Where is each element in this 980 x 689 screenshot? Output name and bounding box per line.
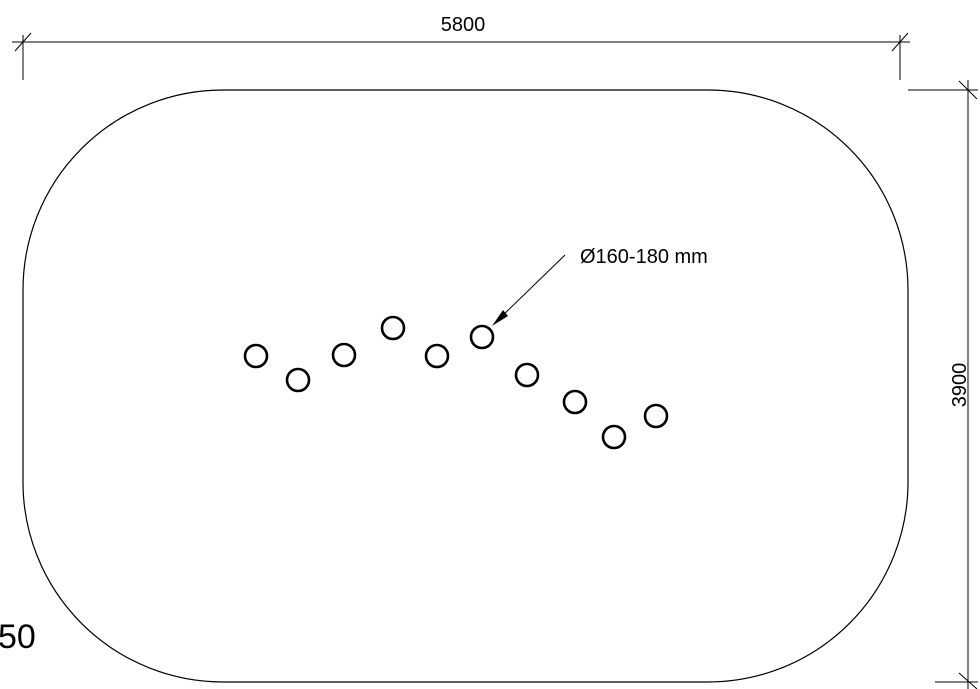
hole-callout: Ø160-180 mm	[492, 246, 708, 326]
hole-7	[514, 362, 540, 388]
hole-9	[601, 424, 627, 450]
width-dimension: 5800	[12, 14, 910, 80]
callout-arrowhead	[492, 310, 508, 326]
width-tick-right	[891, 32, 909, 52]
hole-1	[243, 343, 269, 369]
hole-6	[469, 324, 495, 350]
width-dimension-label: 5800	[441, 14, 486, 36]
hole-3	[331, 342, 357, 368]
height-tick-bottom	[958, 672, 978, 689]
callout-leader-line	[498, 254, 566, 320]
hole-8	[562, 389, 588, 415]
hole-5	[424, 343, 450, 369]
height-tick-top	[958, 80, 978, 100]
hole-4	[380, 315, 406, 341]
footprint-outline	[22, 89, 909, 683]
width-tick-left	[14, 32, 32, 52]
hole-callout-label: Ø160-180 mm	[580, 246, 708, 268]
holes-group	[243, 315, 669, 450]
hole-10	[643, 403, 669, 429]
hole-2	[285, 367, 311, 393]
corner-text: 50	[0, 618, 36, 656]
height-dimension: 3900	[908, 80, 978, 689]
height-dimension-label: 3900	[949, 363, 971, 408]
